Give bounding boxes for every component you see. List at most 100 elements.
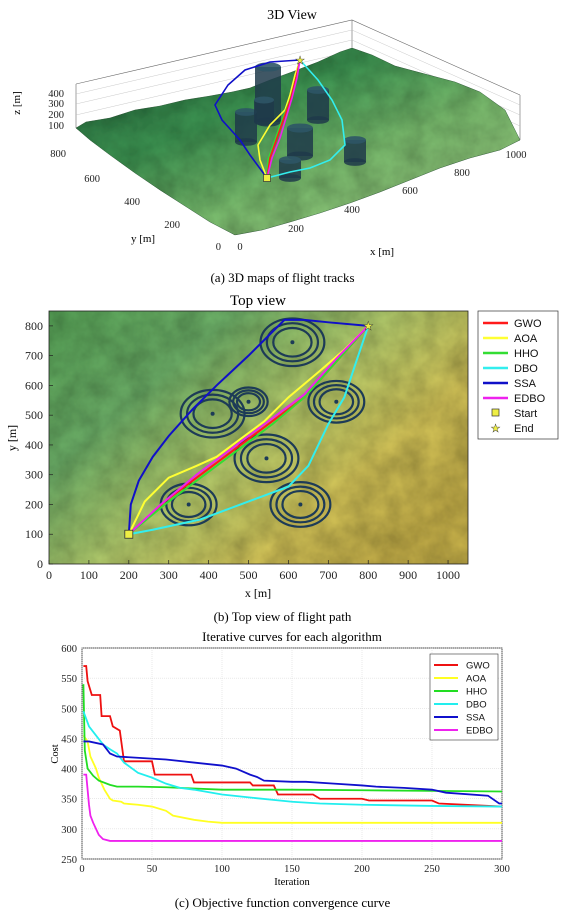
chart-legend-item-ssa: SSA	[434, 713, 486, 724]
obstacle-ring	[259, 317, 326, 368]
panel-convergence: Iterative curves for each algorithm 0 50 1…	[50, 629, 510, 888]
legend-item-start: Start	[491, 408, 537, 420]
flight-paths-top: ★	[124, 319, 374, 539]
legend-item-hho: HHO	[483, 348, 539, 360]
chart-y-tick-label: 250	[61, 855, 77, 866]
z-tick-label: 400	[48, 89, 64, 100]
chart-x-tick-label: 250	[424, 864, 440, 875]
top-y-tick-label: 300	[25, 468, 43, 482]
top-x-tick-label: 900	[399, 568, 417, 582]
x-tick-label: 400	[344, 205, 360, 216]
chart-legend-item-hho: HHO	[434, 687, 487, 698]
top-y-tick-label: 700	[25, 349, 43, 363]
panel-top-view: Top view ★ 0 100 200 300 400 500 600 700 800 900 1…	[5, 293, 559, 600]
chart-x-tick-label: 150	[284, 864, 300, 875]
top-y-tick-label: 500	[25, 408, 43, 422]
chart-y-tick-label: 300	[61, 825, 77, 836]
caption-b: (b) Top view of flight path	[213, 609, 352, 624]
obstacle-ring	[269, 481, 332, 528]
path-3d-dbo	[266, 59, 346, 179]
legend-item-dbo: DBO	[483, 363, 538, 375]
chart-legend-label: AOA	[466, 674, 487, 685]
chart-legend-item-aoa: AOA	[434, 674, 487, 685]
obstacle-ring	[233, 433, 300, 484]
chart-legend-label: EDBO	[466, 726, 493, 737]
path-3d-ssa	[214, 59, 301, 179]
y-tick-label: 200	[164, 220, 180, 231]
top-x-tick-label: 500	[240, 568, 258, 582]
chart-xlabel: Iteration	[274, 877, 310, 888]
x-tick-label: 800	[454, 168, 470, 179]
path-3d-gwo	[266, 59, 301, 179]
series-line-ssa	[83, 740, 502, 805]
path-top-hho	[128, 325, 369, 536]
series-line-edbo	[83, 773, 502, 842]
flight-paths-3d	[214, 59, 346, 179]
legend-item-edbo: EDBO	[483, 393, 546, 405]
chart-y-tick-label: 350	[61, 795, 77, 806]
top-x-tick-label: 100	[80, 568, 98, 582]
path-top-dbo	[128, 325, 370, 536]
obstacle-cylinder	[307, 86, 329, 124]
top-y-tick-label: 200	[25, 497, 43, 511]
top-title: Top view	[230, 293, 286, 309]
top-plot-frame	[48, 310, 469, 565]
caption-a: (a) 3D maps of flight tracks	[210, 270, 355, 285]
chart-legend-item-gwo: GWO	[434, 661, 490, 672]
chart-legend-label: DBO	[466, 700, 487, 711]
top-ylabel: y [m]	[5, 425, 19, 451]
series-line-hho	[82, 684, 502, 793]
legend-label: HHO	[514, 348, 539, 360]
z-tick-label: 200	[48, 110, 64, 121]
panel-3d-view: ★ 10020030040002004006008000200400600800…	[11, 8, 527, 258]
chart-x-tick-label: 50	[147, 864, 158, 875]
legend-item-gwo: GWO	[483, 318, 542, 330]
top-x-tick-label: 200	[120, 568, 138, 582]
top-x-tick-label: 1000	[436, 568, 460, 582]
top-y-tick-label: 100	[25, 527, 43, 541]
chart-x-tick-label: 100	[214, 864, 230, 875]
top-x-tick-label: 600	[279, 568, 297, 582]
top-x-tick-label: 800	[359, 568, 377, 582]
x-tick-label: 200	[288, 224, 304, 235]
top-y-tick-label: 800	[25, 319, 43, 333]
top-x-tick-label: 700	[319, 568, 337, 582]
legend-item-aoa: AOA	[483, 333, 538, 345]
legend-item-ssa: SSA	[483, 378, 537, 390]
x-tick-label: 600	[402, 186, 418, 197]
3d-zlabel: z [m]	[11, 91, 23, 115]
3d-axis-ticks: 1002003004000200400600800020040060080010…	[48, 89, 526, 253]
chart-y-tick-label: 550	[61, 674, 77, 685]
caption-c: (c) Objective function convergence curve	[174, 895, 391, 910]
legend-label: DBO	[514, 363, 538, 375]
start-marker	[124, 529, 134, 539]
end-marker: ★	[363, 319, 374, 333]
chart-y-tick-label: 450	[61, 734, 77, 745]
obstacle-ring	[307, 379, 366, 424]
obstacle-cylinder	[254, 96, 274, 126]
z-tick-label: 300	[48, 99, 64, 110]
path-top-edbo	[128, 325, 369, 535]
obstacle-cylinder	[344, 136, 366, 166]
chart-axis-ticks: 0 50 100 150 200 250 300 250 300 350 400 450 500 550 6…	[61, 644, 510, 875]
chart-x-tick-label: 200	[354, 864, 370, 875]
chart-legend-label: GWO	[466, 661, 490, 672]
x-tick-label: 1000	[506, 150, 527, 161]
chart-ylabel: Cost	[50, 744, 61, 763]
chart-legend-label: SSA	[466, 713, 486, 724]
end-marker-3d: ★	[295, 55, 305, 67]
path-top-aoa	[127, 325, 369, 535]
obstacle-cylinder	[235, 108, 257, 146]
chart-y-tick-label: 600	[61, 644, 77, 655]
chart-y-tick-label: 500	[61, 704, 77, 715]
legend-label: AOA	[514, 333, 538, 345]
path-3d-aoa	[257, 59, 301, 179]
x-tick-label: 0	[237, 242, 242, 253]
y-tick-label: 600	[84, 174, 100, 185]
y-tick-label: 400	[124, 197, 140, 208]
top-legend: GWO AOA HHO DBO SSA EDBO Start ★ End	[477, 310, 559, 440]
top-y-tick-label: 600	[25, 378, 43, 392]
path-3d-edbo	[266, 59, 301, 179]
legend-label: Start	[514, 408, 537, 420]
